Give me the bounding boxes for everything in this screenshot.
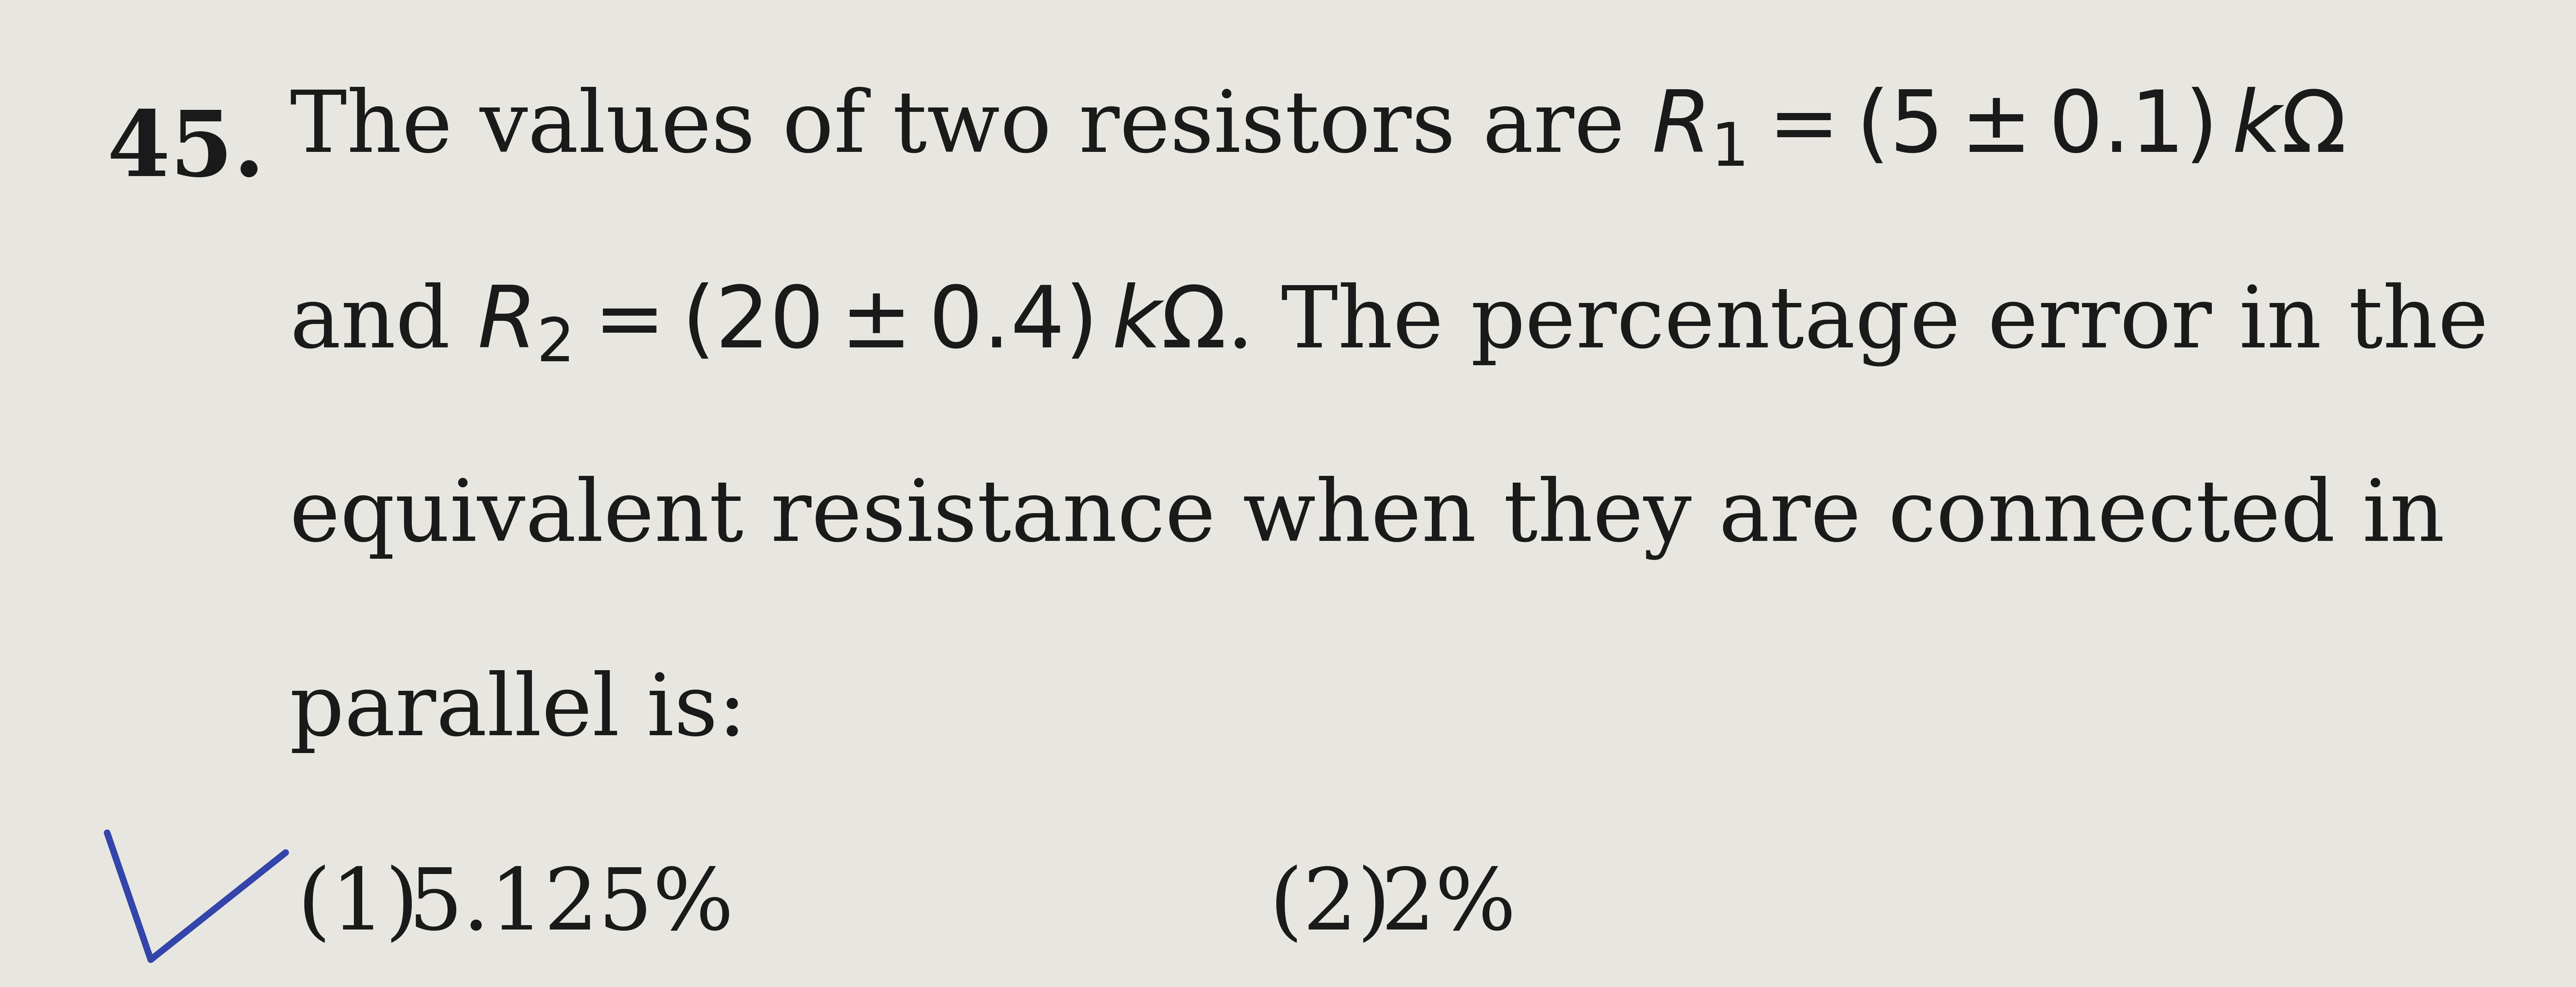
- Text: 2%: 2%: [1381, 865, 1517, 948]
- Text: The values of two resistors are $R_1 = (5 \pm 0.1)\,k\Omega$: The values of two resistors are $R_1 = (…: [289, 87, 2344, 170]
- Text: (2): (2): [1270, 865, 1391, 948]
- Text: (1): (1): [299, 865, 417, 948]
- Text: 45.: 45.: [108, 107, 265, 195]
- Text: 5.125%: 5.125%: [410, 865, 734, 948]
- Text: parallel is:: parallel is:: [289, 670, 747, 753]
- Text: and $R_2 = (20 \pm 0.4)\,k\Omega$. The percentage error in the: and $R_2 = (20 \pm 0.4)\,k\Omega$. The p…: [289, 281, 2486, 367]
- Text: equivalent resistance when they are connected in: equivalent resistance when they are conn…: [289, 476, 2445, 560]
